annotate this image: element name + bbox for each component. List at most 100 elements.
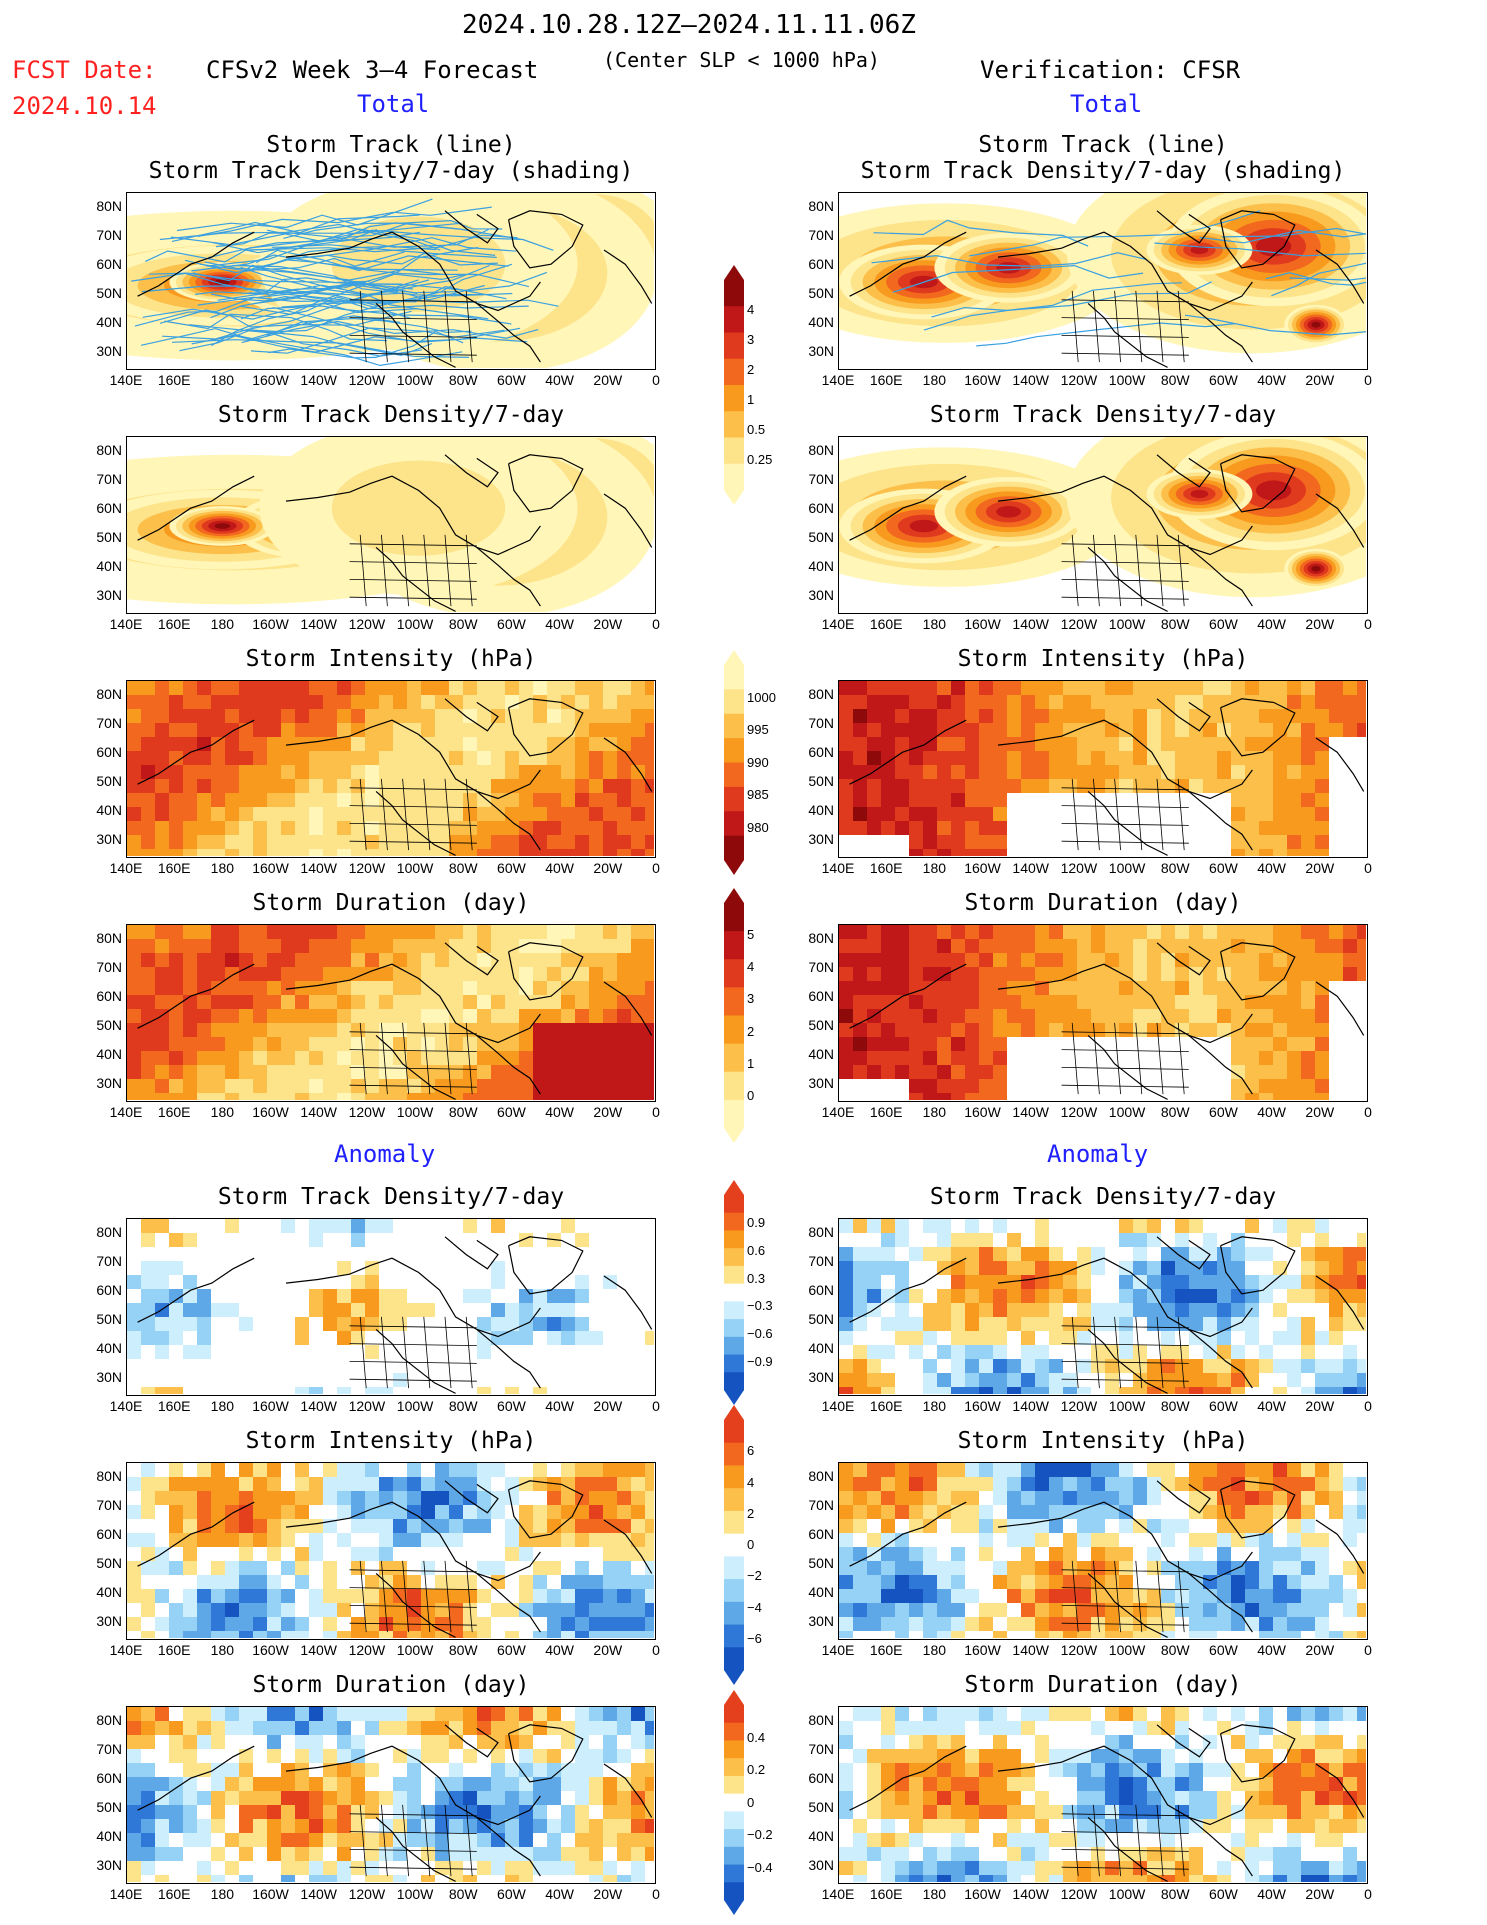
grid-cell: [589, 995, 603, 1009]
anomaly-cell: [1231, 1289, 1245, 1303]
grid-cell: [1273, 835, 1287, 849]
anomaly-cell: [839, 1261, 853, 1275]
state-border: [465, 1022, 473, 1095]
grid-cell: [239, 1079, 253, 1093]
anomaly-cell: [1315, 1561, 1329, 1575]
anomaly-cell: [449, 1519, 463, 1533]
coastline: [137, 1501, 255, 1567]
storm-track-line: [211, 296, 411, 347]
grid-cell: [547, 793, 561, 807]
colorbar-label: 980: [747, 819, 769, 835]
grid-cell: [1021, 995, 1035, 1009]
grid-cell: [533, 925, 547, 939]
grid-cell: [895, 737, 909, 751]
anomaly-cell: [1175, 1247, 1189, 1261]
anomaly-cell: [645, 1463, 659, 1477]
anomaly-cell: [141, 1491, 155, 1505]
lon-tick-label: 0: [652, 1398, 660, 1414]
lon-tick-label: 160W: [964, 616, 1001, 632]
anomaly-cell: [1357, 1631, 1371, 1645]
grid-cell: [435, 779, 449, 793]
anomaly-cell: [169, 1491, 183, 1505]
anomaly-cell: [1343, 1261, 1357, 1275]
grid-cell: [1119, 981, 1133, 995]
coastline: [508, 698, 584, 757]
grid-cell: [351, 709, 365, 723]
grid-cell: [909, 765, 923, 779]
anomaly-cell: [1343, 1275, 1357, 1289]
anomaly-cell: [1357, 1317, 1371, 1331]
grid-cell: [393, 981, 407, 995]
colorbar-swatch: [724, 959, 744, 988]
colorbar-swatch: [724, 1510, 744, 1535]
anomaly-cell: [1273, 1547, 1287, 1561]
anomaly-cell: [881, 1373, 895, 1387]
lat-tick-label: 50N: [96, 1555, 122, 1571]
anomaly-cell: [867, 1463, 881, 1477]
colorbar-swatch: [724, 1248, 744, 1267]
colorbar-swatch: [724, 437, 744, 465]
anomaly-cell: [519, 1303, 533, 1317]
anomaly-cell: [267, 1603, 281, 1617]
anomaly-cell: [337, 1875, 351, 1889]
grid-cell: [1119, 695, 1133, 709]
grid-cell: [211, 995, 225, 1009]
lon-tick-label: 140W: [300, 372, 337, 388]
anomaly-cell: [1035, 1491, 1049, 1505]
grid-cell: [603, 1065, 617, 1079]
anomaly-cell: [1007, 1833, 1021, 1847]
intensity-right-map: [838, 680, 1371, 863]
grid-cell: [979, 681, 993, 695]
coastline: [1188, 1034, 1253, 1095]
grid-cell: [183, 939, 197, 953]
grid-cell: [617, 967, 631, 981]
anomaly-cell: [239, 1875, 253, 1889]
anomaly-cell: [1315, 1247, 1329, 1261]
state-border: [359, 1022, 367, 1095]
anomaly-cell: [407, 1791, 421, 1805]
grid-cell: [211, 1023, 225, 1037]
grid-cell: [645, 807, 659, 821]
anomaly-cell: [253, 1833, 267, 1847]
storm-track-line: [159, 223, 441, 251]
grid-cell: [867, 953, 881, 967]
anomaly-cell: [365, 1707, 379, 1721]
anomaly-cell: [1329, 1805, 1343, 1819]
anomaly-cell: [155, 1875, 169, 1889]
lon-tick-label: 80W: [1160, 860, 1190, 876]
state-border: [465, 1560, 473, 1633]
anomaly-cell: [309, 1303, 323, 1317]
lat-tick-label: 30N: [808, 587, 834, 603]
anomaly-cell: [281, 1819, 295, 1833]
anomaly-cell: [1021, 1603, 1035, 1617]
anomaly-cell: [965, 1763, 979, 1777]
grid-cell: [393, 681, 407, 695]
anomaly-cell: [1259, 1547, 1273, 1561]
grid-cell: [239, 723, 253, 737]
grid-cell: [323, 835, 337, 849]
anomaly-cell: [1273, 1491, 1287, 1505]
anomaly-cell: [951, 1819, 965, 1833]
grid-cell: [645, 849, 659, 863]
anomaly-cell: [1035, 1631, 1049, 1645]
grid-cell: [1091, 709, 1105, 723]
grid-cell: [211, 751, 225, 765]
anomaly-cell: [853, 1491, 867, 1505]
grid-cell: [337, 1037, 351, 1051]
anomaly-cell: [477, 1735, 491, 1749]
grid-cell: [211, 807, 225, 821]
anomaly-cell: [895, 1261, 909, 1275]
grid-cell: [421, 709, 435, 723]
anomaly-cell: [225, 1617, 239, 1631]
storm-track-line: [976, 322, 1236, 347]
grid-cell: [127, 737, 141, 751]
anomaly-cell: [1287, 1491, 1301, 1505]
anomaly-cell: [505, 1533, 519, 1547]
grid-cell: [421, 925, 435, 939]
anomaly-cell: [281, 1805, 295, 1819]
anomaly-cell: [1119, 1331, 1133, 1345]
coastline: [375, 546, 456, 612]
anomaly-cell: [561, 1317, 575, 1331]
anomaly-cell: [645, 1519, 659, 1533]
grid-cell: [1021, 925, 1035, 939]
